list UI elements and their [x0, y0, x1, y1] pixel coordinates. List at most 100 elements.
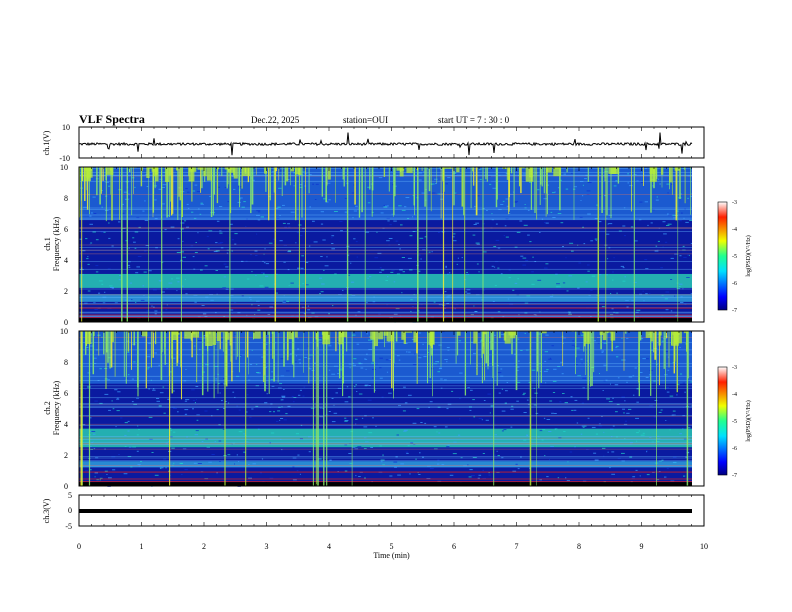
noise-speckle: [665, 291, 670, 293]
noise-speckle: [539, 372, 542, 374]
noise-speckle: [256, 214, 260, 216]
noise-speckle: [194, 301, 197, 303]
noise-speckle: [255, 405, 259, 407]
noise-speckle: [278, 187, 282, 189]
noise-speckle: [239, 355, 241, 357]
noise-speckle: [395, 308, 400, 310]
noise-speckle: [256, 210, 261, 212]
noise-speckle: [250, 177, 253, 179]
noise-speckle: [365, 368, 367, 370]
noise-speckle: [89, 243, 91, 245]
noise-speckle: [621, 337, 623, 339]
noise-speckle: [501, 457, 504, 459]
noise-speckle: [467, 387, 470, 389]
noise-speckle: [598, 221, 602, 223]
noise-speckle: [320, 211, 324, 213]
noise-speckle: [111, 400, 113, 402]
noise-speckle: [405, 451, 408, 453]
noise-speckle: [541, 218, 544, 220]
peak-patch: [444, 167, 452, 169]
noise-speckle: [216, 472, 218, 474]
noise-speckle: [438, 344, 442, 346]
ch2-ytick-2: 2: [64, 451, 68, 460]
noise-speckle: [334, 273, 337, 275]
noise-speckle: [126, 193, 130, 195]
noise-speckle: [89, 430, 92, 432]
noise-speckle: [192, 256, 195, 258]
noise-speckle: [93, 357, 97, 359]
peak-patch: [216, 331, 221, 341]
noise-speckle: [198, 340, 202, 341]
ch1-ytick-0: 0: [64, 318, 68, 327]
noise-speckle: [371, 362, 376, 364]
noise-speckle: [200, 203, 204, 205]
noise-speckle: [613, 257, 615, 259]
noise-speckle: [230, 295, 234, 297]
noise-speckle: [622, 225, 626, 227]
noise-speckle: [481, 299, 484, 301]
noise-speckle: [219, 392, 221, 394]
noise-speckle: [107, 379, 110, 381]
noise-speckle: [353, 210, 358, 212]
noise-speckle: [180, 222, 185, 224]
noise-speckle: [478, 271, 480, 273]
xtick-1: 1: [140, 542, 144, 551]
noise-speckle: [194, 345, 196, 347]
noise-speckle: [410, 310, 412, 312]
noise-speckle: [136, 217, 140, 219]
noise-speckle: [404, 429, 408, 431]
noise-speckle: [186, 436, 188, 438]
noise-speckle: [180, 251, 184, 253]
noise-speckle: [219, 173, 221, 175]
noise-speckle: [435, 361, 439, 363]
noise-speckle: [331, 237, 333, 239]
noise-speckle: [215, 270, 218, 271]
noise-speckle: [176, 252, 181, 253]
noise-speckle: [468, 476, 472, 478]
noise-speckle: [656, 196, 658, 198]
noise-speckle: [281, 399, 284, 401]
peak-patch: [164, 167, 170, 182]
peak-patch: [611, 167, 620, 174]
noise-speckle: [445, 266, 447, 268]
noise-speckle: [433, 426, 437, 428]
noise-speckle: [269, 411, 272, 413]
noise-speckle: [87, 263, 90, 265]
noise-speckle: [398, 359, 401, 361]
noise-speckle: [381, 396, 384, 398]
noise-speckle: [610, 383, 611, 385]
noise-speckle: [683, 475, 686, 477]
noise-speckle: [414, 353, 416, 355]
noise-speckle: [488, 474, 491, 476]
noise-speckle: [160, 174, 162, 176]
noise-speckle: [268, 196, 271, 197]
noise-speckle: [670, 279, 673, 280]
noise-speckle: [81, 274, 85, 276]
xtick-3: 3: [265, 542, 269, 551]
noise-speckle: [408, 351, 411, 353]
noise-speckle: [544, 455, 546, 456]
noise-speckle: [177, 411, 179, 413]
noise-speckle: [636, 309, 641, 311]
noise-speckle: [241, 260, 244, 262]
noise-speckle: [564, 402, 568, 404]
noise-speckle: [545, 222, 549, 224]
noise-speckle: [459, 418, 461, 420]
noise-speckle: [401, 209, 406, 211]
noise-speckle: [646, 474, 650, 476]
noise-speckle: [438, 368, 442, 370]
noise-speckle: [89, 223, 93, 225]
noise-speckle: [557, 187, 560, 189]
noise-speckle: [616, 356, 619, 358]
noise-speckle: [151, 452, 154, 453]
noise-speckle: [187, 207, 190, 209]
noise-speckle: [526, 435, 528, 437]
noise-speckle: [595, 433, 598, 435]
noise-speckle: [201, 441, 204, 442]
noise-speckle: [283, 389, 285, 390]
noise-speckle: [660, 409, 663, 411]
noise-speckle: [467, 464, 469, 466]
noise-speckle: [184, 469, 188, 471]
peak-patch: [399, 167, 404, 177]
noise-speckle: [624, 438, 626, 440]
